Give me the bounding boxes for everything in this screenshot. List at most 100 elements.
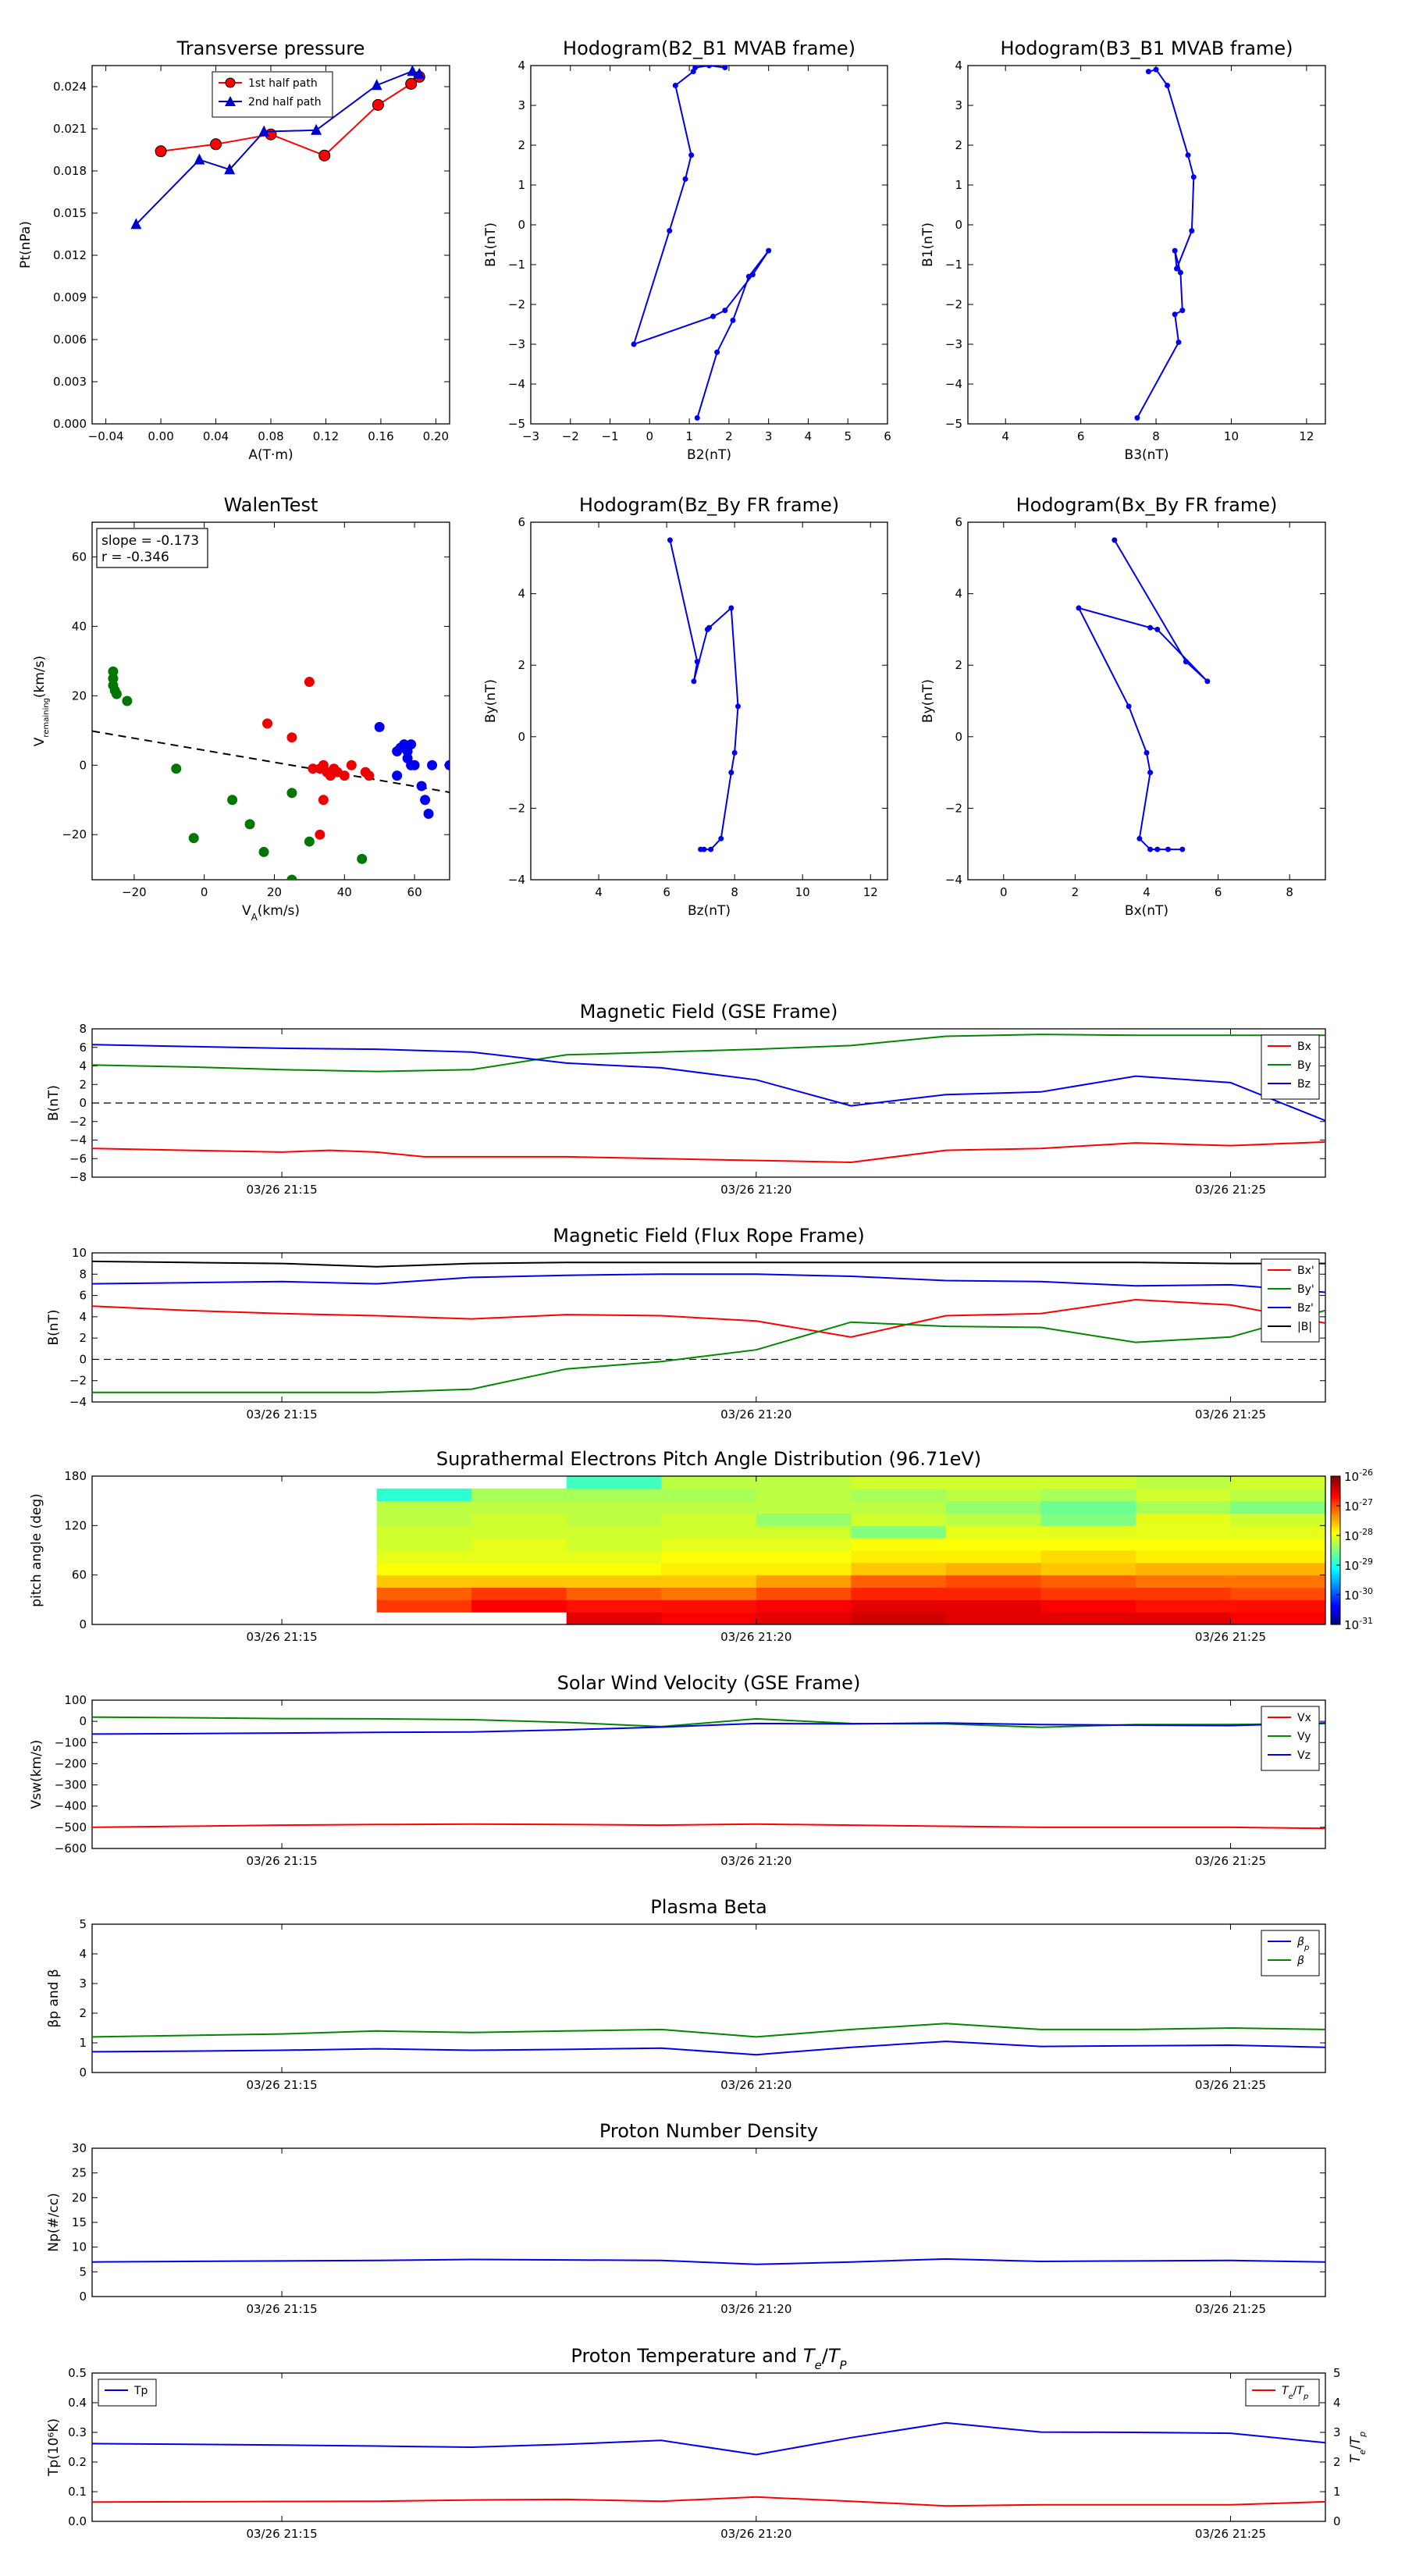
heatmap-cell xyxy=(756,1587,852,1600)
colorbar-step xyxy=(1331,1540,1340,1544)
x-tick-label: 03/26 21:20 xyxy=(720,1183,791,1197)
y-tick-label: 0.012 xyxy=(53,248,87,262)
data-point xyxy=(416,781,427,792)
data-point xyxy=(315,829,325,840)
panel-h1: Hodogram(B2_B1 MVAB frame) −3 −2 −1 0 1 2 3 4 5 6 −… xyxy=(483,37,891,463)
legend-box xyxy=(1245,2379,1320,2407)
heatmap-cell xyxy=(851,1562,947,1576)
colorbar-step xyxy=(1331,1488,1340,1492)
x-tick-label: 03/26 21:25 xyxy=(1195,1407,1266,1421)
y-tick-label: 8 xyxy=(79,1022,87,1036)
legend-marker xyxy=(225,96,236,106)
y-label-v: V xyxy=(32,737,48,746)
colorbar-step xyxy=(1331,1572,1340,1576)
y-tick-label: −200 xyxy=(55,1756,87,1770)
y-axis-label: By(nT) xyxy=(920,679,936,723)
y-tick-label: 3 xyxy=(79,1976,87,1991)
series-line xyxy=(92,2258,1325,2265)
hodogram-line xyxy=(669,539,739,851)
y-tick-label: 0 xyxy=(79,1352,87,1366)
heatmap-cell xyxy=(1040,1612,1136,1624)
heatmap-cell xyxy=(851,1476,947,1489)
colorbar-step xyxy=(1331,1592,1340,1596)
data-point xyxy=(672,83,678,88)
y-tick-label: 100 xyxy=(64,1693,87,1707)
x-axis-label: B3(nT) xyxy=(1125,447,1169,463)
y-right-axis-label: Te/Tp xyxy=(1348,2432,1368,2463)
heatmap-cell xyxy=(661,1488,757,1502)
y-tick-label: −2 xyxy=(69,1115,87,1129)
plot-frame xyxy=(91,2372,1326,2522)
y-axis-label: B(nT) xyxy=(46,1085,62,1121)
colorbar-step xyxy=(1331,1567,1340,1571)
x-tick-label: 03/26 21:25 xyxy=(1195,1183,1266,1197)
y-tick-label: −4 xyxy=(508,377,525,391)
data-point xyxy=(1165,83,1171,88)
heatmap-cell xyxy=(566,1612,662,1624)
y-tick-label: 3 xyxy=(518,98,525,112)
y-tick-label: 2 xyxy=(79,1331,87,1345)
data-point xyxy=(188,833,199,844)
heatmap-cell xyxy=(945,1550,1041,1564)
legend-label: By' xyxy=(1297,1283,1314,1296)
y-tick-label: 0.003 xyxy=(53,375,87,389)
y-tick-label: −300 xyxy=(55,1778,87,1792)
heatmap-cell xyxy=(1040,1476,1136,1489)
data-point xyxy=(224,163,236,175)
data-point xyxy=(1165,846,1171,852)
heatmap-cell xyxy=(566,1574,662,1588)
data-point xyxy=(155,145,167,158)
plot-frame xyxy=(91,1475,1326,1625)
colorbar-step xyxy=(1331,1617,1340,1621)
chart-title: Proton Number Density xyxy=(599,2120,818,2142)
heatmap-cell xyxy=(1135,1500,1231,1514)
x-tick-label: −20 xyxy=(122,885,147,899)
heatmap-cell xyxy=(851,1488,947,1502)
x-tick-label: 40 xyxy=(337,885,352,899)
x-tick-label: 03/26 21:25 xyxy=(1195,2302,1266,2316)
heatmap-cell xyxy=(945,1587,1041,1600)
data-point xyxy=(227,795,238,806)
heatmap-cell xyxy=(566,1500,662,1514)
heatmap-cell xyxy=(1040,1562,1136,1576)
y-label-unit: (km/s) xyxy=(32,656,48,698)
legend-label: Tp xyxy=(133,2385,148,2397)
data-point xyxy=(286,874,297,880)
chart-title: Plasma Beta xyxy=(650,1896,767,1918)
x-axis-label: VA(km/s) xyxy=(242,903,300,923)
y-right-tick-label: 3 xyxy=(1333,2425,1341,2439)
colorbar-step xyxy=(1331,1589,1340,1593)
y-tick-label: 1 xyxy=(955,178,962,192)
colorbar-step xyxy=(1331,1493,1340,1496)
data-point xyxy=(1179,308,1186,314)
y-tick-label: 60 xyxy=(72,550,87,564)
series-line xyxy=(92,2041,1325,2056)
y-tick-label: −4 xyxy=(69,1133,87,1147)
data-point xyxy=(1153,66,1159,73)
y-right-tick-label: 1 xyxy=(1333,2485,1341,2499)
data-point xyxy=(1144,749,1150,756)
title-te-sub: e xyxy=(815,2358,822,2372)
y-tick-label: 6 xyxy=(955,515,962,529)
heatmap-cell xyxy=(1230,1488,1325,1502)
x-tick-label: 1 xyxy=(685,429,693,443)
series-line xyxy=(92,1260,1325,1268)
y-right-tick-label: 5 xyxy=(1333,2366,1341,2380)
heatmap-cell xyxy=(756,1562,852,1576)
y-tick-label: 6 xyxy=(79,1041,87,1055)
heatmap-cell xyxy=(1135,1550,1231,1564)
data-point xyxy=(374,721,385,732)
heatmap-cell xyxy=(661,1562,757,1576)
data-point xyxy=(708,846,714,852)
series-line xyxy=(92,1034,1325,1073)
panel-h3: Hodogram(Bz_By FR frame) 4 6 8 10 12 −4 −2 0 2 4 6 B… xyxy=(483,494,888,919)
data-point xyxy=(1154,846,1161,852)
data-point xyxy=(405,77,418,90)
heatmap-cell xyxy=(566,1476,662,1489)
y-tick-label: 4 xyxy=(955,587,962,601)
colorbar-step xyxy=(1331,1587,1340,1591)
legend-label: Vz xyxy=(1297,1749,1311,1762)
data-point xyxy=(423,809,434,820)
colorbar-step xyxy=(1331,1595,1340,1598)
heatmap-cell xyxy=(945,1525,1041,1539)
